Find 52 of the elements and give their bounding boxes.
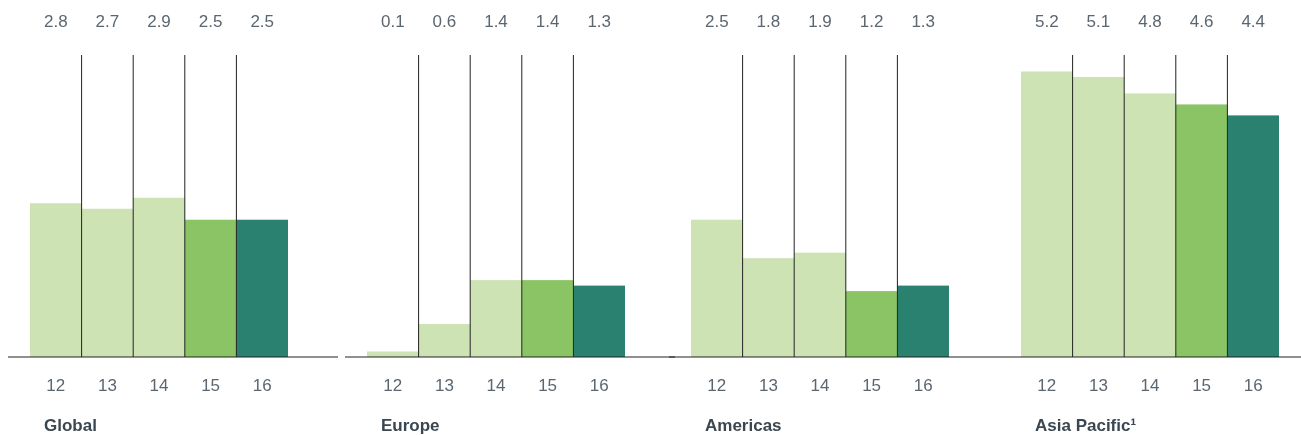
x-tick-label: 16 xyxy=(589,376,609,395)
x-tick-label: 16 xyxy=(252,376,272,395)
data-label: 0.6 xyxy=(432,12,457,31)
data-label: 2.9 xyxy=(147,12,171,31)
bar xyxy=(521,280,574,357)
x-tick-label: 12 xyxy=(1037,376,1057,395)
x-axis-title: Americas xyxy=(705,416,782,435)
data-label: 2.5 xyxy=(704,12,729,31)
x-tick-label: 14 xyxy=(810,376,830,395)
x-tick-label: 12 xyxy=(707,376,727,395)
data-label: 1.4 xyxy=(484,12,508,31)
bar xyxy=(573,285,625,357)
data-label: 1.4 xyxy=(535,12,560,31)
x-tick-label: 14 xyxy=(149,376,169,395)
x-tick-label: 15 xyxy=(862,376,882,395)
data-label: 1.8 xyxy=(756,12,781,31)
data-label: 2.5 xyxy=(250,12,275,31)
bar xyxy=(845,291,898,357)
data-label: 2.5 xyxy=(198,12,223,31)
bar xyxy=(184,219,237,357)
x-tick-label: 14 xyxy=(1140,376,1160,395)
x-tick-label: 13 xyxy=(758,376,778,395)
data-label: 1.3 xyxy=(587,12,612,31)
x-tick-label: 15 xyxy=(201,376,221,395)
x-tick-label: 15 xyxy=(538,376,558,395)
x-tick-label: 12 xyxy=(383,376,403,395)
data-label: 1.9 xyxy=(808,12,832,31)
data-label: 1.3 xyxy=(911,12,936,31)
x-tick-label: 16 xyxy=(1243,376,1263,395)
data-label: 2.8 xyxy=(43,12,68,31)
bar xyxy=(1175,104,1228,357)
x-axis-title: Asia Pacific¹ xyxy=(1035,416,1137,435)
x-tick-label: 15 xyxy=(1192,376,1212,395)
x-tick-label: 13 xyxy=(1088,376,1108,395)
x-tick-label: 13 xyxy=(97,376,117,395)
x-tick-label: 14 xyxy=(486,376,506,395)
data-label: 1.2 xyxy=(859,12,884,31)
bar xyxy=(897,285,949,357)
x-axis-title: Global xyxy=(44,416,97,435)
x-tick-label: 12 xyxy=(46,376,66,395)
bar xyxy=(1227,115,1279,357)
data-label: 4.4 xyxy=(1241,12,1266,31)
data-label: 5.1 xyxy=(1086,12,1111,31)
x-tick-label: 13 xyxy=(434,376,454,395)
x-tick-label: 16 xyxy=(913,376,933,395)
bar xyxy=(236,219,288,357)
data-label: 0.1 xyxy=(380,12,405,31)
data-label: 2.7 xyxy=(95,12,120,31)
data-label: 4.8 xyxy=(1138,12,1162,31)
x-axis-title: Europe xyxy=(381,416,440,435)
data-label: 4.6 xyxy=(1189,12,1214,31)
data-label: 5.2 xyxy=(1034,12,1059,31)
